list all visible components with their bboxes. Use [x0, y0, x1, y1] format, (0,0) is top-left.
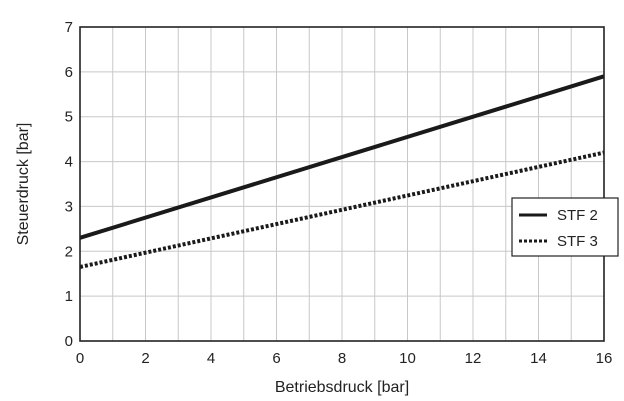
y-tick-label: 2: [65, 243, 73, 260]
grid: [80, 27, 604, 341]
legend-box: [511, 197, 619, 257]
series-line-1: [79, 74, 605, 240]
y-tick-label: 3: [65, 198, 73, 215]
legend-label-1: STF 2: [557, 207, 598, 224]
x-tick-label: 2: [141, 350, 149, 367]
x-tick-label: 4: [207, 350, 215, 367]
series-line-2: [79, 150, 605, 269]
x-tick-label: 0: [76, 350, 84, 367]
x-tick-label: 14: [530, 350, 547, 367]
y-tick-label: 1: [65, 288, 73, 305]
plot-frame: [79, 26, 605, 342]
x-tick-label: 10: [399, 350, 416, 367]
x-tick-label: 6: [272, 350, 280, 367]
y-tick-label: 7: [65, 19, 73, 36]
x-tick-label: 12: [465, 350, 482, 367]
legend-label-2: STF 3: [557, 233, 598, 250]
y-tick-label: 6: [65, 64, 73, 81]
x-axis-label: Betriebsdruck [bar]: [275, 379, 409, 396]
y-tick-labels: 0 1 2 3 4 5 6 7: [65, 19, 73, 350]
y-tick-label: 4: [65, 154, 73, 171]
series-layer: [79, 74, 605, 269]
y-axis-label: Steuerdruck [bar]: [15, 123, 32, 246]
y-tick-label: 0: [65, 333, 73, 350]
x-tick-label: 16: [596, 350, 613, 367]
y-tick-label: 5: [65, 109, 73, 126]
x-tick-labels: 0 2 4 6 8 10 12 14 16: [76, 350, 613, 367]
x-tick-label: 8: [338, 350, 346, 367]
legend: STF 2 STF 3: [511, 197, 619, 257]
